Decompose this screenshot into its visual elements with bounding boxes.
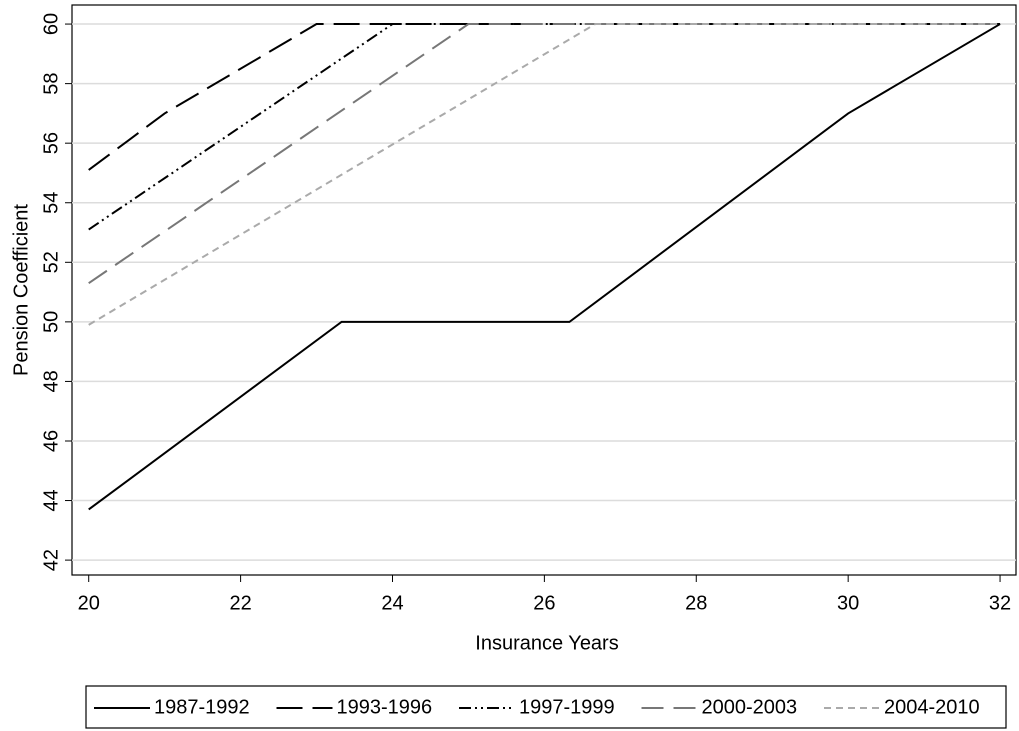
y-tick-label: 54: [40, 192, 62, 214]
series-line: [88, 23, 1001, 326]
x-axis-title: Insurance Years: [475, 632, 618, 654]
y-tick-label: 50: [40, 311, 62, 333]
legend-label: 1997-1999: [519, 696, 615, 718]
legend-frame: [85, 685, 1007, 729]
x-tick-label: 26: [533, 592, 555, 614]
y-tick-label: 44: [40, 489, 62, 511]
y-axis-title: Pension Coefficient: [10, 204, 32, 376]
legend-label: 1987-1992: [154, 696, 250, 718]
y-tick-label: 58: [40, 72, 62, 94]
series-line: [88, 23, 1001, 511]
x-tick-label: 20: [78, 592, 100, 614]
y-tick-label: 60: [40, 13, 62, 35]
x-tick-label: 24: [381, 592, 403, 614]
y-tick-label: 48: [40, 370, 62, 392]
x-tick-label: 32: [989, 592, 1011, 614]
series-line: [88, 23, 1001, 171]
y-tick-label: 46: [40, 430, 62, 452]
y-tick-label: 52: [40, 251, 62, 273]
plot-frame: [71, 4, 1017, 576]
y-tick-label: 56: [40, 132, 62, 154]
legend-label: 2000-2003: [702, 696, 798, 718]
x-tick-label: 30: [837, 592, 859, 614]
x-tick-label: 28: [685, 592, 707, 614]
legend-label: 1993-1996: [337, 696, 433, 718]
series-line: [88, 23, 1001, 231]
y-tick-label: 42: [40, 549, 62, 571]
legend-label: 2004-2010: [884, 696, 980, 718]
x-tick-label: 22: [229, 592, 251, 614]
